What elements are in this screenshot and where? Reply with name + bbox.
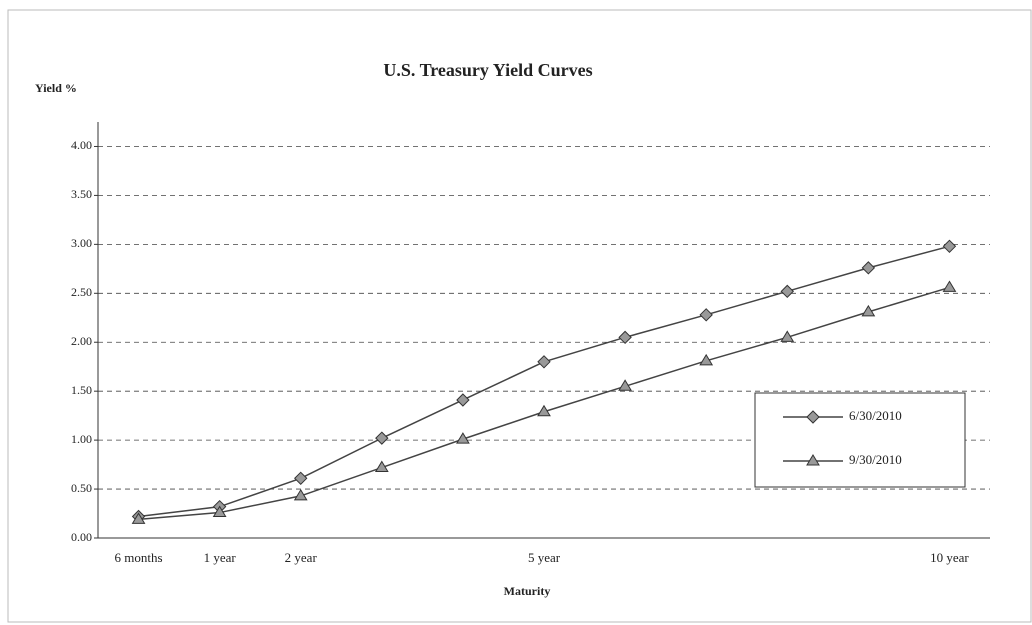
diamond-marker — [699, 308, 713, 322]
triangle-marker — [456, 432, 470, 444]
legend-box — [754, 392, 966, 488]
y-tick-label: 4.00 — [71, 138, 92, 152]
legend-label: 6/30/2010 — [849, 408, 902, 423]
diamond-marker — [780, 284, 794, 299]
frame — [7, 9, 1032, 623]
diamond-marker — [806, 410, 820, 424]
diamond-marker — [537, 355, 551, 369]
diamond-marker — [456, 393, 470, 407]
y-tick-label: 0.00 — [71, 530, 92, 544]
diamond-marker — [618, 330, 632, 345]
y-tick-label: 1.00 — [71, 432, 92, 446]
triangle-marker — [131, 512, 146, 524]
legend-label: 9/30/2010 — [849, 452, 902, 467]
triangle-marker — [212, 505, 227, 518]
y-tick-label: 2.00 — [71, 334, 92, 348]
triangle-marker — [537, 404, 551, 417]
triangle-marker — [699, 353, 714, 366]
y-axis-label: Yield % — [35, 81, 77, 95]
y-tick-label: 3.50 — [71, 187, 92, 201]
x-tick-label: 5 year — [528, 550, 561, 565]
x-tick-label: 10 year — [930, 550, 969, 565]
y-tick-label: 3.00 — [71, 236, 92, 250]
triangle-marker — [806, 454, 820, 466]
triangle-marker — [780, 330, 795, 342]
triangle-marker — [293, 488, 308, 501]
diamond-marker — [861, 261, 876, 275]
y-tick-label: 2.50 — [71, 285, 92, 299]
diamond-marker — [375, 431, 389, 445]
diamond-marker — [942, 239, 957, 254]
triangle-marker — [618, 379, 632, 391]
triangle-marker — [861, 304, 876, 317]
chart-title: U.S. Treasury Yield Curves — [383, 60, 592, 80]
triangle-marker — [942, 280, 957, 292]
diamond-marker — [294, 471, 308, 485]
x-axis-label: Maturity — [504, 584, 551, 598]
x-tick-label: 1 year — [204, 550, 237, 565]
x-tick-label: 2 year — [285, 550, 318, 565]
y-tick-label: 0.50 — [71, 481, 92, 495]
y-tick-label: 1.50 — [71, 383, 92, 397]
x-tick-label: 6 months — [115, 550, 163, 565]
triangle-marker — [374, 460, 389, 473]
